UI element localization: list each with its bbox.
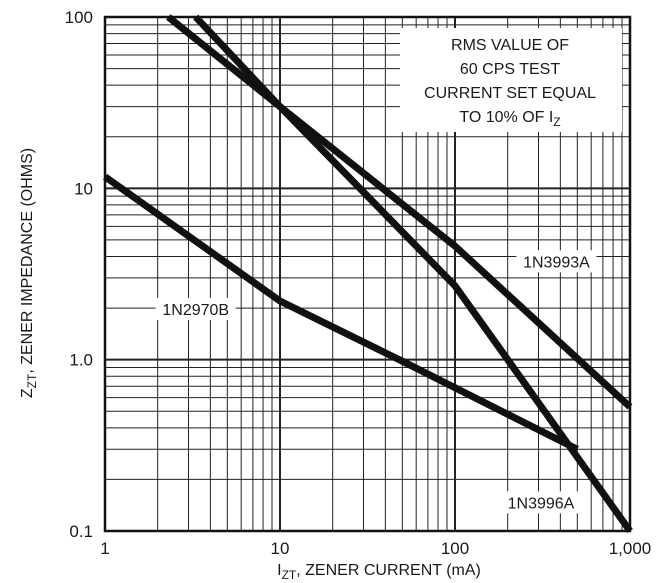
y-tick-label: 100: [65, 8, 93, 27]
x-axis-title: IZT, ZENER CURRENT (mA): [277, 562, 481, 582]
series-label-bg: [155, 297, 236, 320]
y-tick-label: 0.1: [69, 522, 93, 541]
plot-frame: [103, 15, 632, 533]
tick-labels: 1 10 100 1,000 0.1 1.0 10 100: [65, 8, 652, 558]
series-line-1n3993a: [166, 14, 633, 410]
series-label-1n2970b: 1N2970B: [162, 302, 229, 319]
series-lines: [102, 14, 633, 534]
y-tick-label: 10: [74, 179, 93, 198]
y-tick-label: 1.0: [69, 351, 93, 370]
annotation-line-3: CURRENT SET EQUAL: [424, 85, 596, 102]
annotation-line-1: RMS VALUE OF: [451, 37, 569, 54]
x-tick-label: 1,000: [609, 539, 652, 558]
series-label-bg: [500, 491, 581, 514]
series-labels: 1N2970B 1N3993A 1N3996A: [155, 250, 597, 514]
y-axis-title: ZZT, ZENER IMPEDANCE (OHMS): [19, 148, 39, 398]
x-tick-label: 1: [100, 539, 109, 558]
series-line-1n3996a: [193, 14, 633, 534]
series-label-1n3993a: 1N3993A: [523, 254, 590, 271]
series-label-bg: [516, 250, 597, 273]
annotation-line-4: TO 10% OF IZ: [459, 109, 560, 129]
series-label-1n3996a: 1N3996A: [508, 495, 575, 512]
annotation-box: RMS VALUE OF 60 CPS TEST CURRENT SET EQU…: [400, 28, 622, 132]
x-tick-label: 100: [441, 539, 469, 558]
x-tick-label: 10: [271, 539, 290, 558]
grid: [103, 15, 632, 533]
annotation-line-2: 60 CPS TEST: [460, 61, 560, 78]
series-line-1n2970b: [102, 173, 579, 453]
